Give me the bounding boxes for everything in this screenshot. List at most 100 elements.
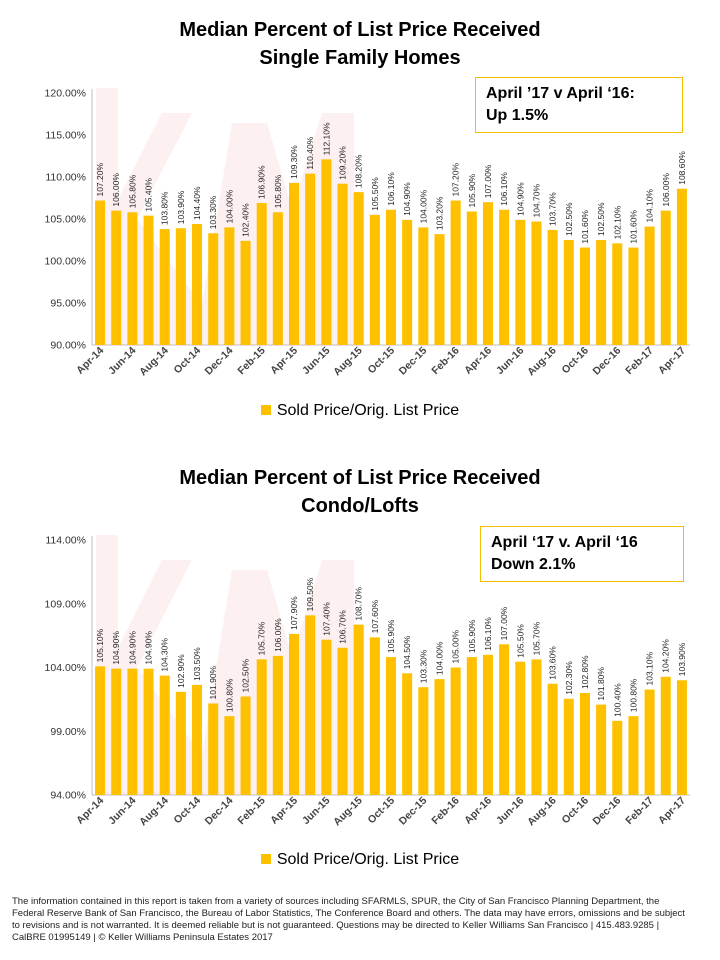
chart2-data-label: 105.50% <box>515 624 525 658</box>
chart2-bar <box>628 716 639 795</box>
chart1-bar <box>596 240 607 345</box>
chart2-bar <box>175 691 186 795</box>
chart1-ytick-label: 115.00% <box>45 130 86 142</box>
chart1-data-label: 106.10% <box>499 172 509 206</box>
chart1-data-label: 103.20% <box>434 196 444 230</box>
chart1-subtitle: Single Family Homes <box>259 47 461 69</box>
chart1-legend-swatch <box>260 404 271 415</box>
chart2-data-label: 102.90% <box>176 654 186 688</box>
chart1-xtick-label: Oct-15 <box>366 345 398 377</box>
chart1-bar <box>434 234 445 345</box>
chart1-bar <box>321 159 332 345</box>
chart2-xtick-label: Feb-17 <box>623 795 656 828</box>
disclaimer-footer: The information contained in this report… <box>12 896 685 943</box>
chart2-data-label: 101.90% <box>208 665 218 699</box>
chart2-plot: 94.00% 99.00% 104.00% 109.00% 114.00% 105.10%… <box>45 535 690 829</box>
chart2-ytick-label: 99.00% <box>50 726 86 738</box>
chart2-xtick-label: Feb-15 <box>235 795 268 828</box>
chart1-bar <box>563 240 574 345</box>
chart1-bar <box>369 214 380 345</box>
chart2-data-label: 103.10% <box>645 652 655 686</box>
chart1-xtick-label: Apr-15 <box>268 345 300 377</box>
chart1-bar <box>256 203 267 345</box>
chart1-data-label: 107.20% <box>95 163 105 197</box>
chart1-data-label: 103.70% <box>548 192 558 226</box>
chart2-legend-swatch <box>260 853 271 864</box>
chart2-legend: Sold Price/Orig. List Price <box>0 851 720 869</box>
chart2-data-label: 103.90% <box>677 642 687 676</box>
chart2-ytick-label: 94.00% <box>50 790 86 802</box>
chart2-data-label: 108.70% <box>354 587 364 621</box>
chart2-data-label: 105.00% <box>451 630 461 664</box>
chart2-bar <box>531 659 542 795</box>
chart1-plot: 90.00% 95.00% 100.00% 105.00% 110.00% 115.00%… <box>45 88 690 379</box>
chart2-xtick-label: Feb-16 <box>429 795 462 828</box>
chart1-xtick-label: Jun-14 <box>106 345 139 378</box>
chart2-data-label: 102.50% <box>241 658 251 692</box>
chart1-data-label: 112.10% <box>321 122 331 155</box>
chart1-xtick-label: Apr-17 <box>656 345 688 377</box>
chart1-bar <box>450 200 461 345</box>
chart2-bar <box>450 667 461 795</box>
chart2-title: Median Percent of List Price Received <box>179 467 541 489</box>
chart1-bar <box>612 243 623 345</box>
chart2-data-label: 104.00% <box>434 641 444 675</box>
chart2-bar <box>353 624 364 795</box>
chart2-data-label: 100.40% <box>612 683 622 717</box>
chart1-data-label: 109.20% <box>338 146 348 180</box>
chart2-bar <box>499 644 510 795</box>
chart2-xtick-label: Oct-16 <box>559 795 591 827</box>
chart2-ytick-label: 114.00% <box>45 535 86 547</box>
chart1-legend-label: Sold Price/Orig. List Price <box>276 402 460 419</box>
chart1-bar <box>240 240 251 345</box>
chart2-bar <box>660 676 671 795</box>
chart1-bar <box>531 221 542 345</box>
chart2-data-label: 109.50% <box>305 577 315 611</box>
chart1-bar <box>337 183 348 345</box>
chart2-bar <box>192 684 203 795</box>
chart2-data-label: 101.80% <box>596 667 606 701</box>
chart1-ytick-label: 105.00% <box>45 214 86 226</box>
chart2-bar <box>111 668 122 795</box>
chart2-data-label: 103.60% <box>548 646 558 680</box>
chart2-bar <box>240 696 251 795</box>
chart1-ytick-label: 90.00% <box>50 340 86 352</box>
chart2-bar <box>418 687 429 795</box>
chart1-data-label: 105.50% <box>370 177 380 211</box>
chart2-bar <box>143 668 154 795</box>
chart2-xtick-label: Jun-16 <box>494 795 527 828</box>
chart2-xtick-label: Aug-16 <box>525 795 559 829</box>
chart2-bar <box>579 693 590 795</box>
chart1-xtick-label: Jun-15 <box>300 345 333 378</box>
chart2-data-label: 105.10% <box>95 628 105 662</box>
chart2-data-label: 104.90% <box>127 631 137 665</box>
chart2-callout-line2: Down 2.1% <box>491 556 576 573</box>
chart2-bar <box>272 655 283 795</box>
chart1-data-label: 103.80% <box>160 191 170 225</box>
chart2-bar <box>305 615 316 795</box>
chart1-bar <box>660 210 671 345</box>
chart2-data-label: 106.00% <box>273 618 283 652</box>
chart1-xtick-label: Oct-14 <box>172 345 204 377</box>
chart1-bar <box>95 200 106 345</box>
chart2-data-label: 107.90% <box>289 596 299 630</box>
chart2-xtick-label: Aug-14 <box>137 795 171 829</box>
chart1-ytick-label: 100.00% <box>45 256 86 268</box>
chart1-bar <box>353 192 364 345</box>
chart1-xtick-label: Dec-14 <box>203 345 236 378</box>
chart1-data-label: 108.20% <box>354 154 364 188</box>
chart1-data-label: 104.70% <box>531 184 541 218</box>
chart1-bar <box>579 247 590 345</box>
chart1-bar <box>402 219 413 345</box>
chart1-bar <box>224 227 235 345</box>
chart1-xtick-label: Aug-14 <box>137 345 171 379</box>
chart1-data-label: 104.90% <box>402 182 412 216</box>
chart1-xtick-label: Aug-16 <box>525 345 559 379</box>
chart2-bar <box>385 657 397 795</box>
chart2-data-label: 104.30% <box>160 638 170 672</box>
chart1-data-label: 102.10% <box>612 205 622 239</box>
chart2-bar <box>208 703 219 795</box>
chart1-data-label: 103.90% <box>176 190 186 224</box>
chart2-data-label: 105.90% <box>386 619 396 653</box>
chart2-data-label: 105.70% <box>257 621 267 655</box>
